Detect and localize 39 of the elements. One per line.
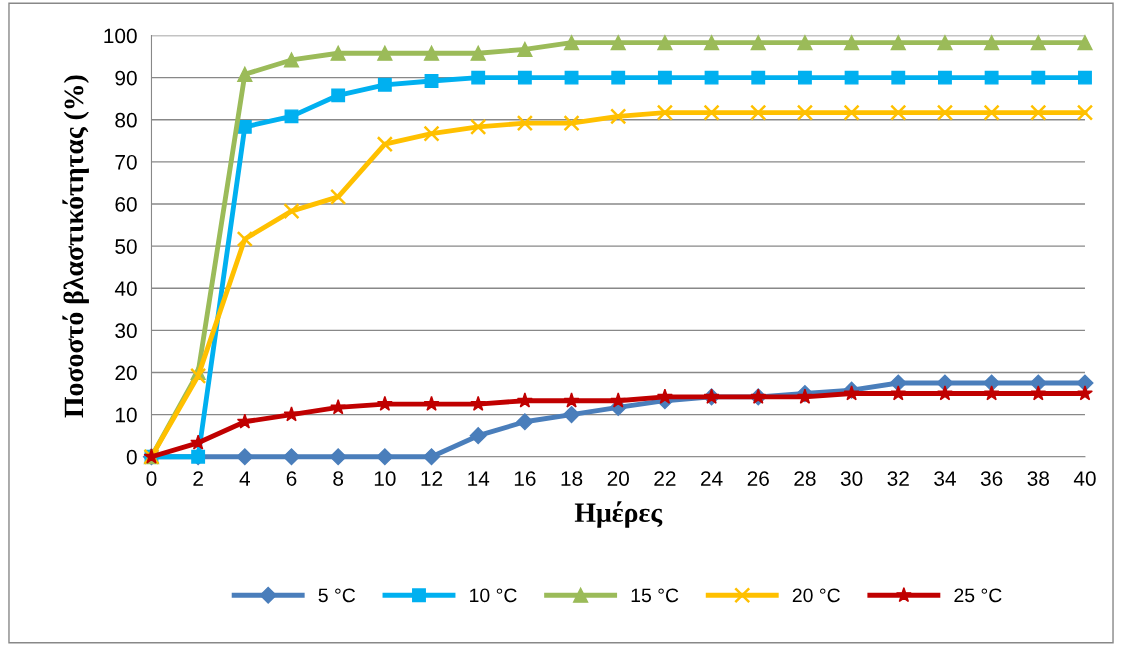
x-tick-label: 18 xyxy=(561,471,583,486)
x-tick-label: 2 xyxy=(193,471,203,486)
x-tick-label: 4 xyxy=(239,471,250,486)
x-tick-label: 38 xyxy=(1027,471,1049,486)
y-tick-label: 90 xyxy=(115,70,137,86)
y-tick-label: 60 xyxy=(115,197,137,212)
y-tick-label: 20 xyxy=(115,365,137,381)
y-tick-label: 100 xyxy=(104,28,137,44)
y-tick-label: 10 xyxy=(116,407,137,423)
x-tick-label: 14 xyxy=(468,471,490,486)
x-tick-label: 30 xyxy=(840,471,863,486)
x-tick-label: 20 xyxy=(607,471,629,486)
y-tick-label: 80 xyxy=(115,112,137,128)
x-tick-label: 26 xyxy=(747,471,769,486)
x-axis-title: Ημέρες xyxy=(574,501,663,528)
y-tick-label: 0 xyxy=(126,449,137,465)
y-tick-label: 70 xyxy=(115,154,137,170)
x-tick-label: 6 xyxy=(286,471,297,486)
y-tick-label: 50 xyxy=(115,239,137,254)
legend-label: 10 °C xyxy=(470,588,517,603)
y-axis-title: Ποσοστό βλαστικότητας (%) xyxy=(62,75,89,418)
y-tick-label: 30 xyxy=(115,323,137,339)
x-tick-label: 10 xyxy=(374,471,396,486)
legend-label: 5 °C xyxy=(318,588,356,603)
legend-label: 20 °C xyxy=(792,588,840,603)
x-tick-label: 22 xyxy=(654,471,676,486)
x-tick-label: 16 xyxy=(514,471,536,486)
x-tick-label: 32 xyxy=(887,471,909,486)
x-tick-label: 12 xyxy=(421,471,443,486)
legend-label: 25 °C xyxy=(954,588,1002,603)
x-tick-label: 24 xyxy=(701,471,723,486)
y-tick-label: 40 xyxy=(114,281,137,296)
x-tick-label: 36 xyxy=(980,471,1003,486)
x-tick-label: 34 xyxy=(934,471,956,486)
x-tick-label: 0 xyxy=(146,471,157,486)
x-tick-label: 40 xyxy=(1073,471,1096,486)
x-tick-label: 8 xyxy=(333,471,344,486)
legend-label: 15 °C xyxy=(631,588,679,603)
x-tick-label: 28 xyxy=(794,471,816,486)
